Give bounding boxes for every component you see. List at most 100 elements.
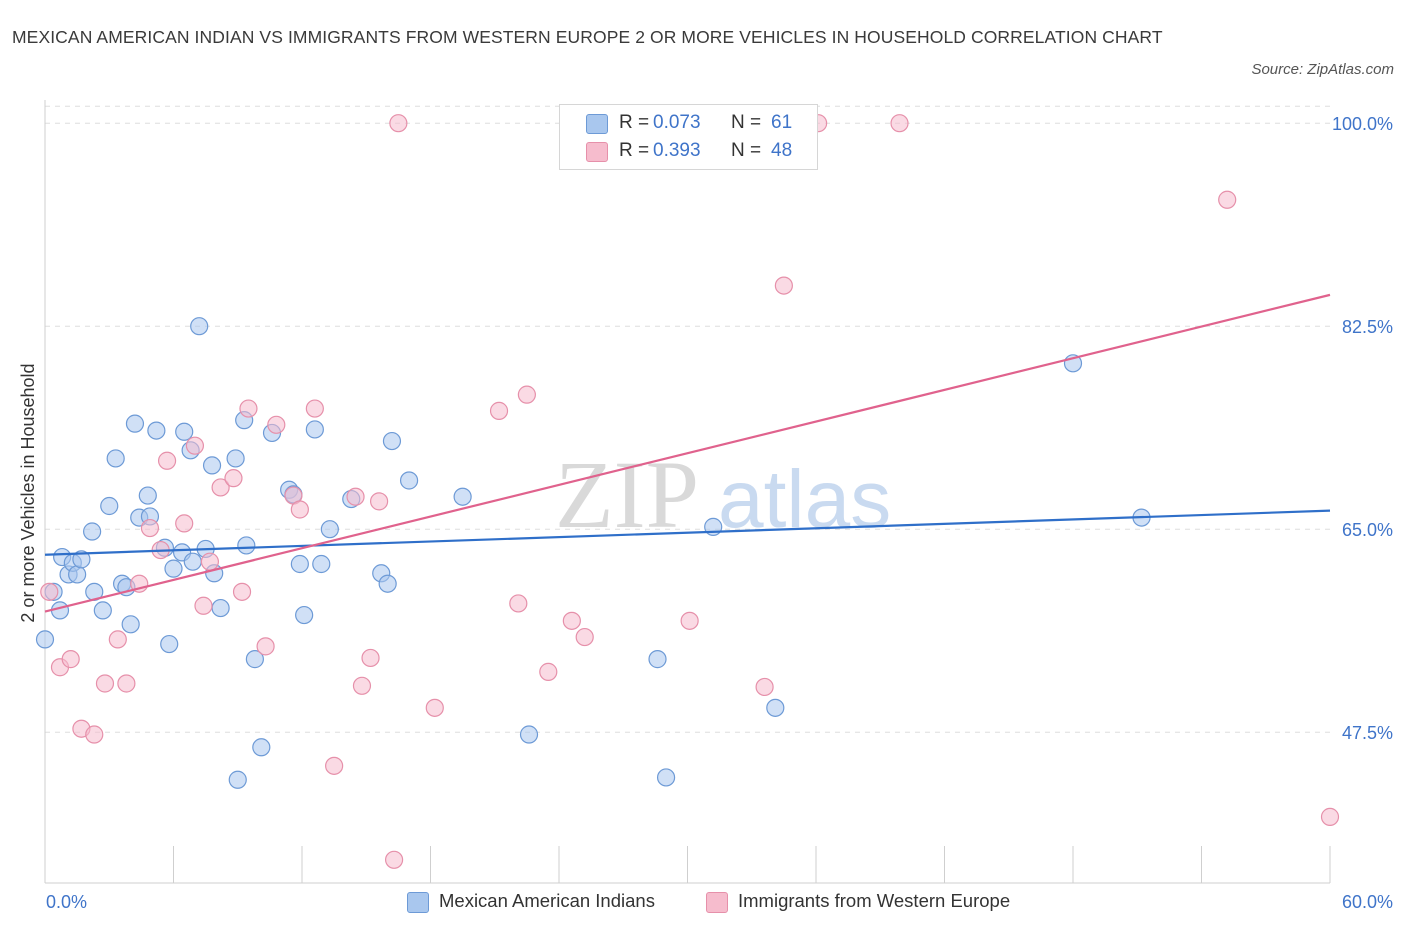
legend-n-value: 48	[771, 140, 793, 161]
y-tick-label: 82.5%	[1342, 317, 1393, 337]
data-point	[239, 399, 258, 418]
legend-r-label: R =	[619, 112, 650, 133]
data-point	[190, 317, 209, 336]
data-point	[290, 500, 309, 519]
pink-swatch	[586, 142, 608, 162]
data-point	[200, 552, 220, 571]
legend-n-label: N =	[731, 112, 762, 133]
trend-line-blue	[44, 509, 1331, 556]
data-point	[325, 756, 344, 775]
blue-swatch	[407, 892, 429, 913]
data-point	[648, 650, 667, 669]
data-point	[211, 598, 230, 618]
data-point	[755, 677, 774, 697]
data-point	[774, 276, 793, 295]
data-point	[108, 630, 127, 649]
y-axis-label: 2 or more Vehicles in Household	[18, 363, 38, 622]
x-tick-label: 60.0%	[1342, 892, 1393, 912]
data-point	[295, 605, 314, 625]
data-point	[211, 478, 230, 497]
data-point	[890, 114, 909, 133]
data-point	[1218, 190, 1237, 209]
chart-title: MEXICAN AMERICAN INDIAN VS IMMIGRANTS FR…	[12, 27, 1163, 47]
data-point	[425, 698, 444, 717]
data-point	[40, 582, 59, 601]
data-point	[226, 449, 245, 468]
data-point	[305, 399, 324, 418]
y-tick-label: 100.0%	[1332, 114, 1393, 134]
data-point	[68, 565, 87, 584]
legend-n-value: 61	[771, 112, 793, 133]
data-point	[575, 627, 594, 647]
data-point	[157, 451, 177, 470]
source-credit: Source: ZipAtlas.com	[1251, 61, 1394, 78]
data-point	[252, 738, 271, 757]
data-point	[224, 469, 243, 488]
legend-n-label: N =	[731, 140, 762, 161]
tick-labels: 100.0% 82.5% 65.0% 47.5% 0.0% 60.0%	[46, 114, 1393, 912]
data-point	[194, 596, 213, 615]
data-point	[562, 611, 581, 630]
data-point	[389, 114, 408, 133]
axes	[44, 100, 1331, 884]
trend-lines	[44, 293, 1331, 613]
y-tick-label: 65.0%	[1342, 520, 1393, 540]
legend-r-value: 0.073	[653, 112, 701, 133]
data-point	[399, 471, 419, 490]
data-point	[312, 554, 331, 574]
data-point	[370, 492, 389, 511]
data-point	[160, 634, 179, 654]
data-point	[290, 554, 309, 574]
data-point	[140, 518, 160, 538]
series-pink-points	[40, 114, 1340, 869]
data-point	[175, 514, 194, 533]
data-point	[766, 698, 785, 717]
data-point	[175, 422, 194, 441]
data-point	[384, 850, 404, 869]
data-point	[85, 725, 104, 744]
data-point	[100, 496, 119, 516]
data-point	[232, 582, 252, 601]
data-point	[95, 674, 115, 693]
x-tick-label: 0.0%	[46, 892, 87, 912]
data-point	[245, 650, 264, 669]
data-point	[202, 456, 222, 475]
pink-swatch	[706, 892, 728, 913]
data-point	[125, 414, 145, 433]
watermark-zip: ZIP	[555, 441, 699, 548]
data-point	[147, 421, 166, 440]
data-point	[183, 552, 202, 571]
correlation-legend: R = 0.073 N = 61 R = 0.393 N = 48	[559, 104, 818, 170]
data-point	[656, 768, 676, 787]
legend-r-value: 0.393	[653, 140, 701, 161]
data-point	[237, 536, 256, 555]
data-point	[680, 611, 699, 630]
data-point	[1320, 807, 1340, 826]
data-point	[61, 650, 80, 669]
legend-label: Immigrants from Western Europe	[738, 890, 1011, 911]
data-point	[267, 415, 286, 434]
data-point	[121, 615, 140, 634]
data-point	[539, 662, 558, 681]
trend-line-pink	[44, 293, 1331, 613]
data-point	[361, 648, 380, 668]
data-point	[320, 520, 339, 539]
data-point	[352, 676, 372, 695]
data-point	[346, 487, 365, 506]
data-point	[256, 637, 275, 656]
data-point	[489, 401, 509, 420]
data-point	[519, 725, 539, 744]
data-point	[164, 559, 183, 578]
y-tick-label: 47.5%	[1342, 723, 1393, 743]
data-point	[35, 630, 55, 649]
data-point	[305, 420, 324, 439]
data-point	[228, 770, 247, 789]
data-point	[378, 574, 397, 593]
data-point	[185, 436, 205, 455]
data-point	[72, 550, 91, 569]
legend-r-label: R =	[619, 140, 650, 161]
legend-label: Mexican American Indians	[439, 890, 655, 911]
data-point	[83, 522, 102, 541]
data-point	[93, 601, 112, 620]
